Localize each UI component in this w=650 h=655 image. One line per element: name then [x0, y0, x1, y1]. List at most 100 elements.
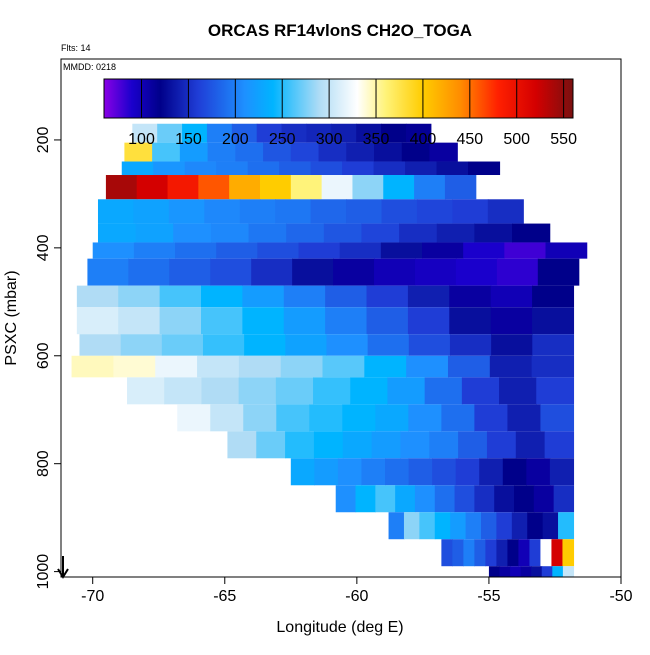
heatmap-cell	[79, 334, 122, 356]
heatmap-cell	[275, 377, 314, 405]
heatmap-cell	[337, 458, 363, 486]
x-tick-label: -50	[609, 588, 632, 605]
heatmap-cell	[527, 512, 544, 540]
heatmap-cell	[408, 458, 433, 486]
heatmap-cell	[504, 242, 547, 259]
heatmap-cell	[515, 431, 546, 459]
heatmap-cell	[275, 199, 312, 224]
colorbar-tick-label: 150	[175, 131, 202, 148]
heatmap-cell	[371, 431, 402, 459]
heatmap-cell	[198, 175, 230, 200]
heatmap-cell	[105, 175, 138, 200]
heatmap-cell	[374, 258, 416, 286]
heatmap-cell	[216, 242, 258, 259]
heatmap-cell	[197, 355, 240, 378]
heatmap-cell	[387, 377, 426, 405]
heatmap-cell	[257, 242, 300, 259]
heatmap-cell	[401, 142, 431, 162]
x-axis: -70 -65 -60 -55 -50	[81, 577, 633, 605]
heatmap-cell	[465, 512, 482, 540]
heatmap-cell	[290, 142, 320, 162]
colorbar-gradient	[104, 79, 573, 118]
heatmap-cell	[422, 242, 464, 259]
heatmap-cell	[283, 285, 326, 308]
heatmap-cell	[553, 485, 575, 513]
heatmap-cell	[310, 161, 343, 176]
heatmap-cell	[168, 199, 205, 224]
heatmap-cell	[507, 539, 520, 567]
heatmap-cell	[532, 307, 575, 335]
heatmap-cell	[361, 223, 400, 243]
heatmap-cell	[474, 539, 487, 567]
heatmap-cell	[531, 566, 543, 577]
heatmap-cell	[366, 285, 409, 308]
heatmap-cell	[173, 223, 212, 243]
heatmap-cell	[346, 142, 375, 162]
heatmap-cell	[97, 223, 137, 243]
y-tick-label: 200	[35, 126, 52, 153]
heatmap-cell	[184, 161, 217, 176]
y-tick-label: 400	[35, 234, 52, 261]
heatmap-cell	[380, 242, 423, 259]
heatmap-cell	[454, 485, 475, 513]
heatmap-cell	[383, 175, 415, 200]
x-tick-label: -60	[345, 588, 368, 605]
x-tick-label: -55	[477, 588, 500, 605]
heatmap-cell	[87, 258, 129, 286]
heatmap-cell	[544, 431, 575, 459]
flights-note: Flts: 14	[61, 43, 91, 53]
heatmap-cell	[436, 223, 475, 243]
heatmap-cell	[447, 355, 491, 378]
plot-frame	[60, 58, 622, 578]
heatmap-cell	[290, 175, 323, 200]
heatmap-cell	[485, 539, 498, 567]
heatmap-cell	[526, 458, 551, 486]
y-tick-label: 600	[35, 342, 52, 369]
heatmap-cell	[243, 404, 277, 432]
plot-area	[71, 123, 588, 577]
heatmap-cell	[204, 199, 241, 224]
heatmap-cell	[210, 223, 250, 243]
heatmap-cell	[227, 431, 257, 459]
heatmap-cell	[153, 161, 186, 176]
heatmap-cell	[532, 334, 575, 356]
heatmap-cell	[71, 355, 114, 378]
colorbar-tick-label: 550	[550, 131, 577, 148]
heatmap-cell	[155, 355, 198, 378]
heatmap-cell	[177, 404, 211, 432]
chart-title: ORCAS RF14vlonS CH2O_TOGA	[208, 21, 472, 40]
heatmap-cell	[92, 242, 135, 259]
heatmap-cell	[552, 566, 564, 577]
heatmap-cell	[514, 485, 535, 513]
heatmap-cell	[441, 539, 453, 567]
heatmap-cell	[481, 512, 498, 540]
heatmap-cell	[511, 512, 528, 540]
heatmap-cell	[414, 485, 436, 513]
heatmap-cell	[436, 161, 469, 176]
y-tick-label: 800	[35, 450, 52, 477]
heatmap-cell	[455, 258, 498, 286]
y-tick-label: 1000	[35, 554, 52, 590]
heatmap-cell	[474, 404, 509, 432]
heatmap-cell	[518, 539, 531, 567]
heatmap-cell	[290, 458, 315, 486]
colorbar-tick-label: 450	[456, 131, 483, 148]
heatmap-cell	[551, 539, 564, 567]
heatmap-cell	[206, 123, 233, 143]
colorbar-tick-label: 250	[269, 131, 296, 148]
heatmap-cell	[128, 258, 170, 286]
heatmap-cell	[322, 355, 365, 378]
heatmap-cell	[449, 307, 492, 335]
heatmap-cell	[407, 285, 450, 308]
x-tick-label: -70	[81, 588, 104, 605]
colorbar-tick-label: 300	[316, 131, 343, 148]
heatmap-cell	[532, 285, 575, 308]
heatmap-cell	[486, 431, 517, 459]
heatmap-cell	[502, 458, 527, 486]
heatmap-cell	[449, 285, 492, 308]
heatmap-cell	[458, 431, 488, 459]
heatmap-cell	[400, 431, 430, 459]
heatmap-cell	[490, 307, 533, 335]
heatmap-cell	[136, 175, 169, 200]
